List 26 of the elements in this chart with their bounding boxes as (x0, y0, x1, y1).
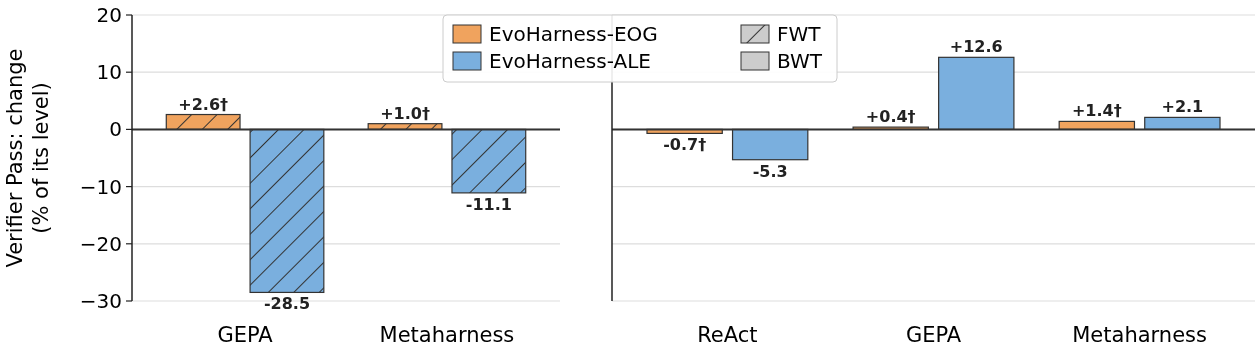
data-label: +1.4† (1071, 101, 1122, 121)
x-tick-label: ReAct (697, 323, 758, 347)
annotation: FWT (777, 22, 822, 46)
annotation: BWT (777, 49, 823, 73)
y-tick-label: −30 (79, 289, 122, 313)
y-tick-label: −20 (79, 231, 122, 256)
data-label: +2.6† (178, 94, 229, 114)
data-label: -11.1 (465, 194, 512, 214)
x-tick-label: GEPA (217, 323, 274, 347)
y-tick-label: −10 (79, 174, 122, 199)
data-label: +12.6 (949, 37, 1003, 57)
data-label: +1.0† (380, 103, 430, 123)
data-label: -28.5 (263, 294, 311, 314)
y-tick-label: 20 (96, 3, 122, 27)
legend-label: EvoHarness-ALE (489, 49, 651, 73)
data-label: +0.4† (865, 107, 916, 127)
data-label: -0.7† (663, 135, 707, 155)
y-tick-label: 10 (96, 60, 122, 85)
data-label: -5.3 (752, 161, 788, 181)
data-label: +2.1 (1161, 97, 1204, 117)
x-tick-label: Metaharness (1072, 323, 1207, 347)
y-tick-label: 0 (109, 117, 122, 142)
y-axis-title: Verifier Pass: change (% of its level) (3, 48, 53, 268)
legend-label: EvoHarness-EOG (489, 22, 658, 46)
x-tick-label: Metaharness (379, 323, 515, 347)
x-tick-label: GEPA (905, 323, 962, 347)
